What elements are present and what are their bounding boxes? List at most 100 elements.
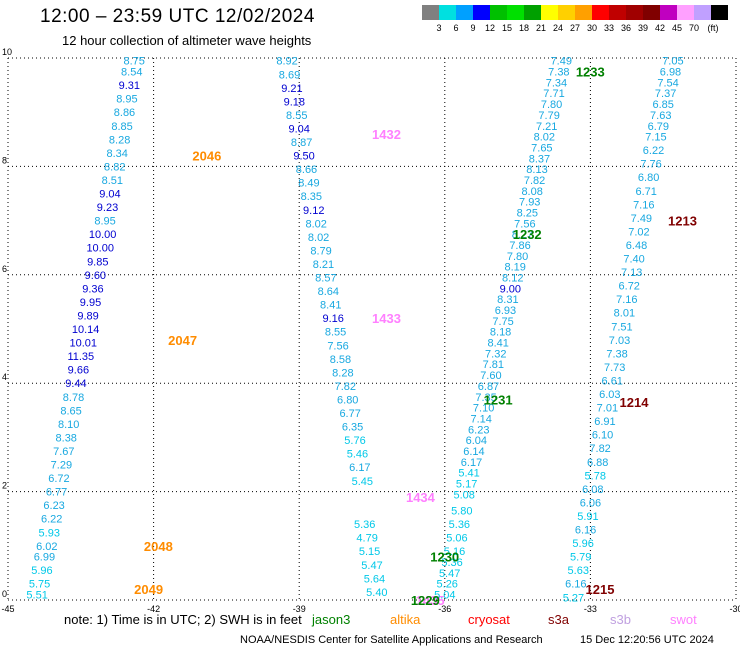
colorbar-label: 21 [536,23,546,33]
data-point-altika: 8.65 [60,405,81,417]
footer-credit: NOAA/NESDIS Center for Satellite Applica… [240,634,543,646]
colorbar-swatch [473,5,490,20]
data-point-s3a: 7.49 [631,213,652,225]
data-point-jason3: 7.86 [509,240,530,252]
x-tick-label: -45 [1,604,14,614]
data-point-jason3: 6.23 [468,424,489,436]
colorbar-swatch [643,5,660,20]
data-point-altika: 8.54 [121,67,142,79]
colorbar-unit: (ft) [708,23,719,33]
data-point-swot: 9.12 [303,205,324,217]
data-point-altika: 9.23 [97,202,118,214]
legend-swot: swot [670,612,697,627]
time-label-jason3: 1232 [513,227,542,242]
legend-s3a: s3a [548,612,569,627]
data-point-swot: 9.16 [322,313,343,325]
data-point-jason3: 7.82 [524,175,545,187]
data-point-s3a: 7.02 [628,226,649,238]
data-point-s3a: 7.54 [657,77,678,89]
x-tick-label: -39 [293,604,306,614]
data-point-s3a: 6.98 [660,67,681,79]
data-point-jason3: 8.19 [504,262,525,274]
data-point-jason3: 6.04 [466,435,487,447]
data-point-altika: 8.86 [114,107,135,119]
footer-timestamp: 15 Dec 12:20:56 UTC 2024 [580,634,714,646]
data-point-jason3: 7.10 [473,403,494,415]
data-point-altika: 10.00 [86,243,114,255]
footer-note: note: 1) Time is in UTC; 2) SWH is in fe… [64,612,302,627]
colorbar-swatch [507,5,524,20]
data-point-jason3: 7.34 [546,77,567,89]
data-point-swot: 8.79 [310,245,331,257]
data-point-altika: 6.99 [34,552,55,564]
data-point-altika: 8.95 [116,94,137,106]
data-point-altika: 10.01 [69,338,97,350]
x-tick-label: -42 [147,604,160,614]
data-point-s3a: 7.82 [589,443,610,455]
data-point-s3a: 5.78 [585,470,606,482]
data-point-s3a: 6.22 [643,145,664,157]
time-label-s3a: 1215 [586,582,615,597]
data-point-jason3: 8.25 [517,207,538,219]
legend-cryosat: cryosat [468,612,510,627]
y-tick-label: 6 [2,264,7,274]
data-point-s3a: 6.88 [587,457,608,469]
data-point-swot: 5.36 [354,519,375,531]
data-point-altika: 6.23 [43,500,64,512]
data-point-swot: 5.47 [361,560,382,572]
data-point-altika: 9.85 [87,256,108,268]
data-point-jason3: 5.17 [456,478,477,490]
data-point-swot: 6.80 [337,394,358,406]
data-point-altika: 10.14 [72,324,100,336]
data-point-s3a: 6.61 [602,375,623,387]
data-point-swot: 9.18 [284,96,305,108]
data-point-swot: 5.15 [359,546,380,558]
data-point-s3a: 5.79 [570,552,591,564]
data-point-jason3: 7.60 [480,370,501,382]
data-point-altika: 9.04 [99,189,120,201]
data-point-s3a: 6.72 [619,281,640,293]
data-point-swot: 6.77 [339,408,360,420]
colorbar-swatch [422,5,439,20]
colorbar-swatch [490,5,507,20]
data-point-swot: 8.49 [298,178,319,190]
data-point-jason3: 7.71 [543,88,564,100]
data-point-s3a: 7.03 [609,335,630,347]
data-point-altika: 8.28 [109,134,130,146]
data-point-s3a: 8.01 [614,308,635,320]
data-point-s3a: 7.63 [650,110,671,122]
data-point-swot: 8.55 [286,110,307,122]
data-point-jason3: 8.18 [490,327,511,339]
data-point-swot: 8.87 [291,137,312,149]
data-point-altika: 10.00 [89,229,117,241]
time-label-altika: 2046 [192,149,221,164]
legend-s3b: s3b [610,612,631,627]
data-point-jason3: 5.16 [444,546,465,558]
data-point-jason3: 8.13 [526,164,547,176]
data-point-altika: 5.93 [39,527,60,539]
legend-jason3: jason3 [312,612,351,627]
data-point-jason3: 8.37 [529,153,550,165]
colorbar-swatch [677,5,694,20]
colorbar-swatch [456,5,473,20]
time-label-jason3: 1233 [576,65,605,80]
data-point-jason3: 8.02 [534,132,555,144]
data-point-swot: 8.41 [320,300,341,312]
data-point-jason3: 7.56 [514,218,535,230]
colorbar-swatch [558,5,575,20]
data-point-altika: 7.67 [53,446,74,458]
time-label-jason3: 1229 [411,593,440,608]
data-point-s3a: 5.63 [568,565,589,577]
y-tick-label: 2 [2,481,7,491]
time-label-altika: 2049 [134,582,163,597]
data-point-jason3: 8.08 [521,186,542,198]
data-point-altika: 9.36 [82,283,103,295]
data-point-swot: 8.35 [301,191,322,203]
time-label-swot: 1435 [416,593,445,608]
colorbar-label: 15 [502,23,512,33]
colorbar-swatch [711,5,728,20]
data-point-swot: 5.40 [366,587,387,599]
colorbar-swatch [439,5,456,20]
colorbar-swatch [609,5,626,20]
data-point-s3a: 6.08 [582,484,603,496]
